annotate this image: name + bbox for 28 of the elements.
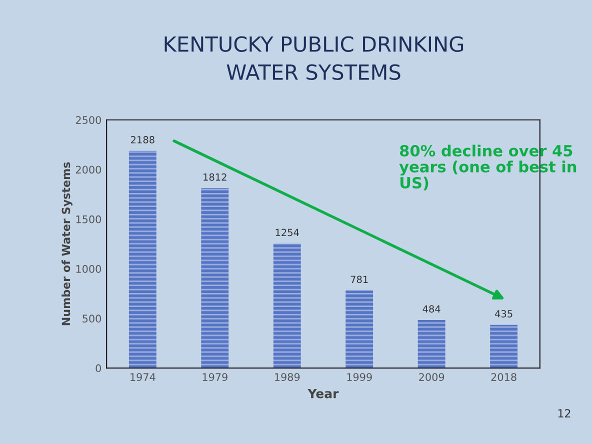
x-tick-label: 1989 [275,373,300,381]
bar [273,244,301,368]
x-tick-label: 2018 [491,373,516,381]
data-label: 2188 [131,136,154,144]
y-tick-label: 500 [82,314,102,323]
data-label: 1254 [276,228,299,236]
bar [201,188,229,368]
data-label: 1812 [204,173,226,181]
data-label: 781 [350,276,368,284]
y-axis-title: Number of Water Systems [62,162,72,326]
bar [128,150,156,368]
x-tick-label: 2009 [419,373,444,381]
y-tick-label: 2500 [76,116,102,124]
text: 12 [558,409,570,418]
y-tick-label: 1000 [76,265,102,273]
x-tick-label: 1979 [202,373,228,381]
y-tick-label: 0 [96,364,102,372]
y-tick-label: 2000 [76,166,102,174]
bar [418,320,446,368]
bar [490,324,518,368]
bar [346,290,374,368]
x-axis-title: Year [308,388,339,398]
x-tick-label: 1999 [347,373,372,381]
chart-title: KENTUCKY PUBLIC DRINKING WATER SYSTEMS [164,36,464,80]
x-tick-label: 1974 [130,373,156,381]
data-label: 484 [422,305,440,313]
data-label: 435 [494,310,512,318]
y-tick-label: 1500 [76,215,102,224]
